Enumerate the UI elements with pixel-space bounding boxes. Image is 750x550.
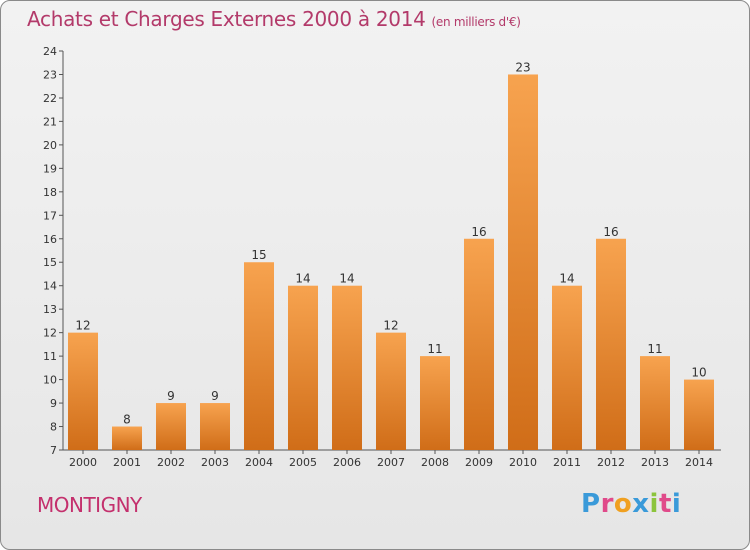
bar (552, 285, 582, 450)
bar (464, 238, 494, 450)
y-tick-label: 11 (43, 350, 57, 363)
bar (112, 426, 142, 450)
bar (684, 379, 714, 450)
x-tick-label: 2009 (465, 456, 493, 469)
bar-value-label: 16 (603, 225, 618, 239)
bar-value-label: 11 (427, 342, 442, 356)
bar (596, 238, 626, 450)
y-tick-label: 18 (43, 186, 57, 199)
logo-letter: x (632, 489, 650, 519)
x-tick-label: 2007 (377, 456, 405, 469)
x-tick-label: 2002 (157, 456, 185, 469)
bar (68, 332, 98, 450)
x-tick-label: 2012 (597, 456, 625, 469)
chart-data-labels: 12 8 9 9 15 14 14 12 11 16 23 14 16 11 10 (75, 60, 706, 426)
y-tick-label: 14 (43, 280, 57, 293)
chart-subtitle: (en milliers d'€) (431, 15, 521, 29)
x-tick-label: 2005 (289, 456, 317, 469)
y-tick-label: 10 (43, 374, 57, 387)
x-tick-label: 2011 (553, 456, 581, 469)
chart-title-text: Achats et Charges Externes 2000 à 2014 (27, 7, 426, 31)
logo-letter: i (671, 489, 682, 519)
bar (376, 332, 406, 450)
logo-letter: t (658, 489, 672, 519)
bar (288, 285, 318, 450)
bar (156, 403, 186, 450)
bar (508, 74, 538, 451)
bar (200, 403, 230, 450)
bar-value-label: 14 (295, 272, 310, 286)
bar-value-label: 15 (251, 248, 266, 262)
bar-value-label: 8 (123, 413, 131, 427)
y-tick-label: 21 (43, 115, 57, 128)
x-tick-label: 2008 (421, 456, 449, 469)
bar (420, 356, 450, 450)
logo-letter: P (581, 489, 601, 519)
commune-name: MONTIGNY (37, 493, 142, 517)
bar-value-label: 11 (647, 342, 662, 356)
bar-value-label: 12 (75, 319, 90, 333)
x-tick-label: 2014 (685, 456, 713, 469)
x-tick-label: 2006 (333, 456, 361, 469)
y-tick-label: 23 (43, 68, 57, 81)
y-tick-label: 24 (43, 45, 57, 58)
proxiti-logo: Proxiti (581, 489, 681, 519)
y-tick-label: 19 (43, 162, 57, 175)
y-tick-label: 17 (43, 209, 57, 222)
y-tick-label: 20 (43, 139, 57, 152)
bar-value-label: 10 (691, 366, 706, 380)
chart-title: Achats et Charges Externes 2000 à 2014 (e… (27, 7, 521, 31)
y-tick-label: 16 (43, 233, 57, 246)
bar-value-label: 14 (559, 272, 574, 286)
y-tick-label: 7 (50, 444, 57, 457)
bar-value-label: 16 (471, 225, 486, 239)
bar (244, 262, 274, 450)
chart-bars (68, 74, 714, 451)
bar-value-label: 14 (339, 272, 354, 286)
logo-letter: o (613, 489, 633, 519)
x-tick-label: 2013 (641, 456, 669, 469)
logo-letter: i (649, 489, 659, 519)
x-tick-label: 2001 (113, 456, 141, 469)
chart-axes: 7 8 9 10 11 12 13 14 15 16 17 18 19 20 21 22 23 24 2000 200… (43, 45, 721, 469)
x-tick-label: 2003 (201, 456, 229, 469)
y-tick-label: 22 (43, 92, 57, 105)
x-tick-label: 2010 (509, 456, 537, 469)
x-tick-label: 2004 (245, 456, 273, 469)
bar-value-label: 12 (383, 319, 398, 333)
y-tick-label: 15 (43, 256, 57, 269)
bar-value-label: 23 (515, 60, 530, 74)
bar-value-label: 9 (211, 389, 219, 403)
y-tick-label: 12 (43, 327, 57, 340)
y-tick-label: 8 (50, 421, 57, 434)
bar (332, 285, 362, 450)
y-tick-label: 9 (50, 397, 57, 410)
bar (640, 356, 670, 450)
y-tick-label: 13 (43, 303, 57, 316)
x-tick-label: 2000 (69, 456, 97, 469)
logo-letter: r (600, 489, 614, 519)
bar-value-label: 9 (167, 389, 175, 403)
